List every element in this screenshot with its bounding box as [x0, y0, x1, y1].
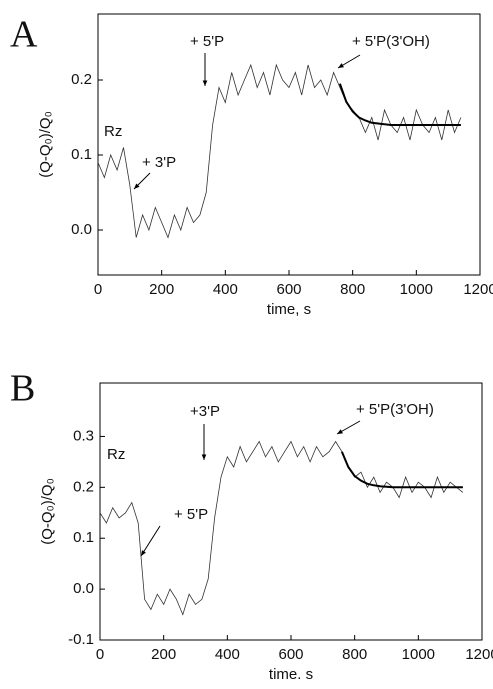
y-tick-label: 0.1	[71, 146, 92, 163]
annotation: + 5'P	[190, 33, 224, 50]
y-tick-label: 0.2	[73, 478, 94, 495]
x-tick-label: 800	[342, 646, 367, 663]
y-tick-label: 0.2	[71, 71, 92, 88]
arrow-head	[202, 80, 208, 86]
x-tick-label: 800	[340, 281, 365, 298]
x-tick-label: 600	[276, 281, 301, 298]
x-tick-label: 1200	[463, 281, 493, 298]
annotation: + 5'P(3'OH)	[352, 33, 430, 50]
panel-label: B	[10, 368, 35, 410]
x-tick-label: 400	[215, 646, 240, 663]
arrow-head	[141, 550, 146, 556]
y-tick-label: 0.1	[73, 529, 94, 546]
arrow-head	[134, 183, 140, 189]
x-axis-label: time. s	[269, 666, 313, 683]
y-axis-label: (Q-Q₀)/Q₀	[39, 478, 56, 545]
annotation: Rz	[107, 446, 125, 463]
x-tick-label: 0	[94, 281, 102, 298]
y-axis-label: (Q-Q₀)/Q₀	[37, 111, 54, 178]
arrow-head	[337, 429, 343, 434]
panel-label: A	[10, 14, 38, 56]
plot-frame	[97, 13, 481, 276]
y-tick-label: 0.3	[73, 427, 94, 444]
x-tick-label: 1000	[400, 281, 433, 298]
x-axis-label: time, s	[267, 301, 311, 318]
data-trace	[97, 63, 462, 239]
y-tick-label: -0.1	[68, 631, 94, 648]
data-trace	[99, 440, 464, 616]
x-tick-label: 200	[149, 281, 174, 298]
annotation: + 5'P(3'OH)	[356, 401, 434, 418]
arrow	[140, 525, 161, 557]
x-tick-label: 200	[151, 646, 176, 663]
x-tick-label: 0	[96, 646, 104, 663]
annotation: +3'P	[190, 403, 220, 420]
arrow-head	[338, 63, 344, 68]
y-tick-label: 0.0	[71, 221, 92, 238]
arrow-head	[201, 454, 207, 460]
x-tick-label: 400	[213, 281, 238, 298]
x-tick-label: 600	[278, 646, 303, 663]
x-tick-label: 1200	[465, 646, 493, 663]
fit-curve	[340, 451, 463, 489]
fit-curve	[338, 83, 461, 126]
annotation: + 3'P	[142, 154, 176, 171]
plot-frame	[99, 382, 483, 641]
y-tick-label: 0.0	[73, 580, 94, 597]
annotation: Rz	[104, 123, 122, 140]
x-tick-label: 1000	[402, 646, 435, 663]
annotation: + 5'P	[174, 506, 208, 523]
